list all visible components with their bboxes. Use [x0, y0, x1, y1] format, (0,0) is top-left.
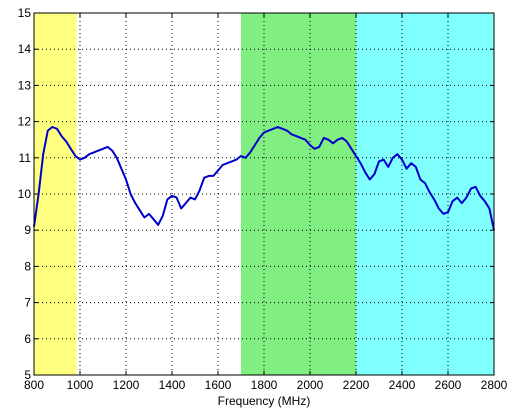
y-tick-label: 5 [24, 368, 31, 382]
y-tick-label: 11 [19, 151, 32, 165]
tick-layer: 800 1000 1200 1400 1600 1800 2000 2200 2400 2600 2… [18, 6, 508, 392]
frequency-band-1 [34, 13, 77, 375]
y-tick-label: 13 [18, 78, 32, 92]
series-layer [33, 126, 495, 231]
grid-layer [34, 13, 494, 375]
x-tick-label: 2000 [297, 378, 324, 392]
y-tick-label: 12 [18, 115, 32, 129]
x-tick-label: 2800 [481, 378, 508, 392]
y-tick-label: 15 [18, 6, 32, 20]
x-tick-label: 1000 [67, 378, 94, 392]
band-layer [34, 13, 494, 375]
series-line-1 [33, 126, 495, 231]
x-tick-label: 1800 [251, 378, 278, 392]
y-tick-label: 10 [18, 187, 32, 201]
y-tick-label: 7 [24, 296, 31, 310]
y-tick-label: 8 [24, 259, 31, 273]
x-tick-label: 2400 [389, 378, 416, 392]
x-tick-label: 2600 [435, 378, 462, 392]
y-tick-label: 9 [24, 223, 31, 237]
x-tick-label: 800 [24, 378, 44, 392]
x-tick-label: 1400 [159, 378, 186, 392]
y-tick-label: 6 [24, 332, 31, 346]
x-tick-label: 2200 [343, 378, 370, 392]
x-tick-label: 1600 [205, 378, 232, 392]
x-axis-label: Frequency (MHz) [218, 394, 311, 408]
frequency-band-3 [356, 13, 494, 375]
y-tick-label: 14 [18, 42, 32, 56]
x-tick-label: 1200 [113, 378, 140, 392]
